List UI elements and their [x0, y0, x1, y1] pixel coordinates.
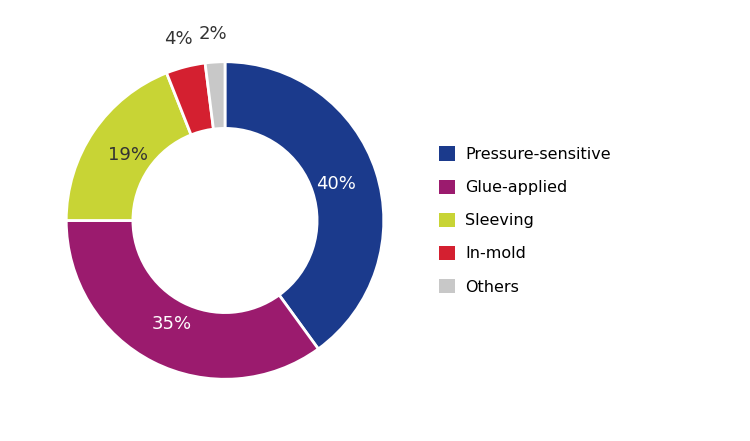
- Wedge shape: [66, 220, 318, 379]
- Legend: Pressure-sensitive, Glue-applied, Sleeving, In-mold, Others: Pressure-sensitive, Glue-applied, Sleevi…: [440, 146, 610, 295]
- Text: 35%: 35%: [152, 315, 192, 333]
- Text: 2%: 2%: [199, 25, 227, 42]
- Text: 19%: 19%: [109, 146, 148, 164]
- Text: 4%: 4%: [164, 30, 193, 48]
- Text: 40%: 40%: [316, 176, 356, 194]
- Wedge shape: [205, 62, 225, 129]
- Wedge shape: [166, 63, 214, 135]
- Wedge shape: [66, 73, 191, 220]
- Wedge shape: [225, 62, 384, 349]
